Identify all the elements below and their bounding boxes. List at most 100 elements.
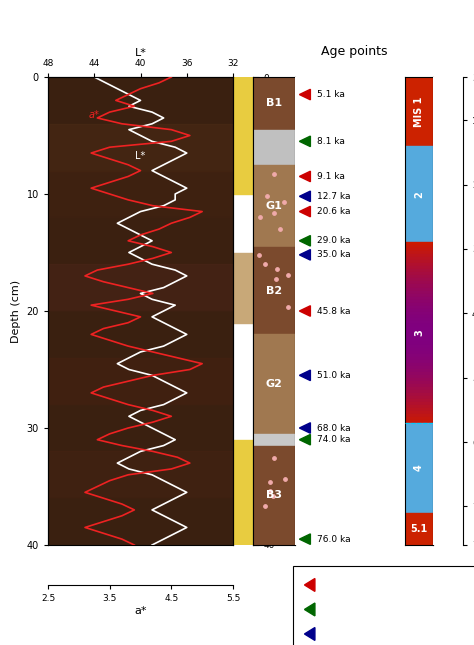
Bar [405,368,433,372]
Bar [48,498,233,545]
Bar [405,77,433,146]
Bar [405,299,433,303]
Bar [253,434,295,446]
Bar [405,293,433,297]
Bar [405,248,433,252]
Text: 5.1 ka: 5.1 ka [317,90,345,99]
Bar [405,326,433,330]
Bar [233,252,253,322]
Point [281,473,289,484]
X-axis label: a*: a* [134,606,147,616]
Y-axis label: Depth (cm): Depth (cm) [11,279,21,342]
Text: 12.7 ka: 12.7 ka [317,192,350,201]
Bar [405,411,433,413]
Bar [405,317,433,321]
Bar [405,246,433,248]
Point [284,270,292,280]
Text: 3: 3 [414,329,424,336]
Point [266,477,273,487]
Bar [48,217,233,264]
Point [263,191,270,201]
Bar [405,377,433,381]
Bar [405,297,433,299]
Text: MIS 1: MIS 1 [414,96,424,126]
Bar [405,261,433,263]
Bar [405,308,433,312]
Text: G1: G1 [265,201,283,211]
Bar [48,77,233,124]
Text: a*: a* [89,110,100,120]
Bar [405,395,433,399]
Text: 20.6 ka: 20.6 ka [317,207,350,216]
Bar [405,353,433,357]
Text: L*: L* [135,151,145,161]
Text: 76.0 ka: 76.0 ka [317,535,351,544]
Bar [405,281,433,284]
Bar [405,335,433,339]
Bar [405,404,433,408]
Text: Radiocarbon age: Radiocarbon age [318,580,394,590]
Bar [405,279,433,281]
Point [276,224,283,234]
Point [270,169,278,179]
Text: Stratigraphic correlation: Stratigraphic correlation [318,605,428,614]
Polygon shape [300,435,310,445]
Polygon shape [300,534,310,544]
Bar [48,404,233,452]
Polygon shape [300,235,310,246]
Text: 45.8 ka: 45.8 ka [317,306,350,315]
Bar [405,275,433,279]
Text: 68.0 ka: 68.0 ka [317,424,351,433]
Bar [405,146,433,243]
Text: 9.1 ka: 9.1 ka [317,172,345,181]
Bar [405,422,433,513]
Bar [405,243,433,246]
Bar [405,408,433,411]
Bar [405,263,433,266]
Bar [253,334,295,434]
Text: Age points: Age points [320,45,387,57]
Text: B1: B1 [266,98,282,108]
Bar [405,270,433,272]
Bar [405,386,433,390]
Bar [405,399,433,402]
Bar [405,324,433,326]
Bar [405,333,433,335]
Polygon shape [300,89,310,100]
Point [261,501,268,511]
Bar [405,417,433,420]
Point [280,197,288,207]
Polygon shape [300,136,310,146]
Point [284,301,292,312]
Point [255,250,263,261]
Bar [405,266,433,270]
Bar [405,381,433,384]
Bar [405,312,433,315]
Text: 74.0 ka: 74.0 ka [317,435,350,444]
Bar [405,272,433,275]
Bar [405,330,433,333]
Bar [405,348,433,351]
Bar [253,77,295,130]
Bar [405,321,433,324]
Bar [405,342,433,344]
Bar [405,384,433,386]
Bar [233,77,253,194]
Text: G2: G2 [265,379,283,389]
Polygon shape [300,422,310,433]
Bar [48,451,233,498]
Bar [405,362,433,366]
Bar [405,372,433,375]
Bar [405,315,433,317]
Point [270,208,278,219]
Bar [48,311,233,358]
Point [270,491,277,501]
Point [262,259,269,270]
Bar [253,130,295,164]
Text: B2: B2 [266,286,282,295]
Point [266,486,273,496]
Bar [405,257,433,261]
Polygon shape [300,171,310,182]
Point [256,212,264,222]
Bar [405,393,433,395]
